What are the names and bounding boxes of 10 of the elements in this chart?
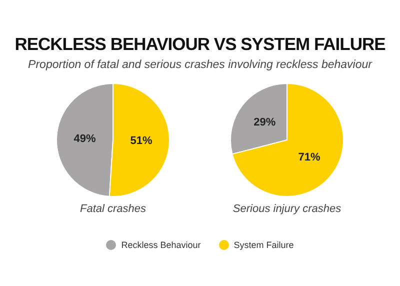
data-label: 71% xyxy=(298,151,321,164)
text: Fatal crashes xyxy=(80,203,146,215)
chart-title: RECKLESS BEHAVIOUR VS SYSTEM FAILURE xyxy=(14,34,386,55)
data-label: 51% xyxy=(130,134,152,147)
legend-label: Reckless Behaviour xyxy=(121,240,201,250)
data-label: 29% xyxy=(254,116,276,129)
legend-label: System Failure xyxy=(234,240,294,250)
data-label: 49% xyxy=(74,133,96,146)
chart-subtitle: Proportion of fatal and serious crashes involving reckless behaviour xyxy=(27,59,374,71)
text: Serious injury crashes xyxy=(232,203,342,215)
